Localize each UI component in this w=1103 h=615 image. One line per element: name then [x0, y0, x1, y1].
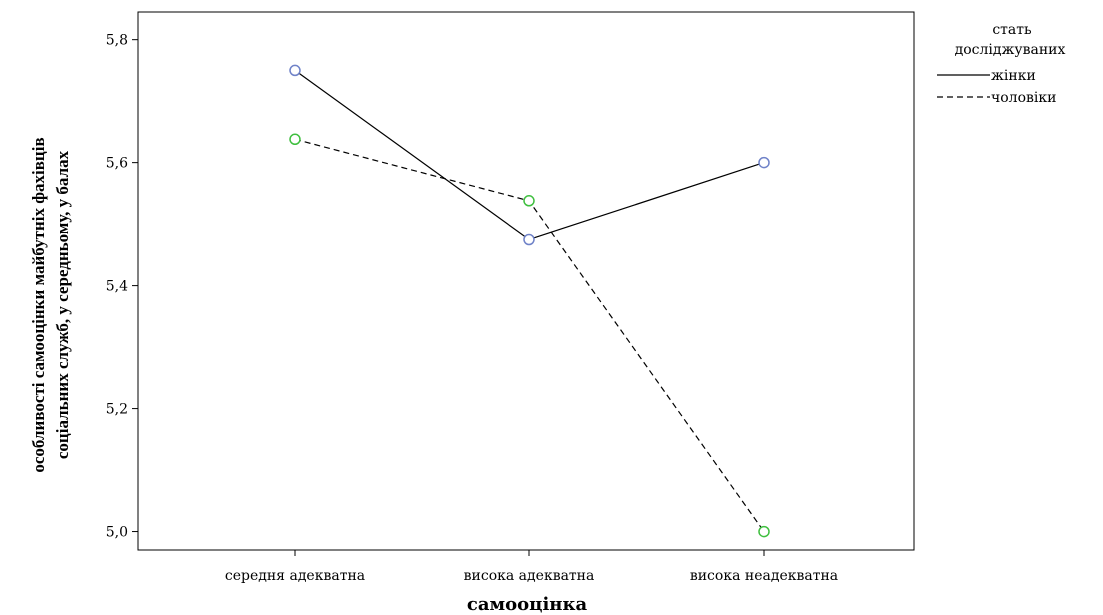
legend-label-series-2: чоловіки — [991, 90, 1056, 106]
series-1-point — [758, 156, 770, 169]
legend-title-line-2: досліджуваних — [955, 42, 1066, 58]
series-1-point — [523, 233, 535, 246]
x-axis-title: самооцінка — [467, 594, 588, 615]
legend-title-line-1: стать — [992, 22, 1032, 38]
legend: стать досліджуваних жінки чоловіки — [937, 22, 1065, 106]
y-axis-title-line-2: соціальних служб, у середньому, у балах — [53, 150, 72, 459]
legend-label-series-1: жінки — [991, 68, 1036, 84]
y-tick-label: 5,8 — [106, 33, 128, 49]
y-axis-ticks: 5,0 5,2 5,4 5,6 5,8 — [106, 33, 138, 541]
y-tick-label: 5,2 — [106, 402, 128, 418]
x-tick-label: висока адекватна — [464, 568, 595, 584]
x-tick-label: висока неадекватна — [690, 568, 838, 584]
x-axis-ticks: середня адекватна висока адекватна висока … — [225, 550, 838, 584]
y-tick-label: 5,6 — [106, 156, 128, 172]
y-tick-label: 5,4 — [106, 279, 128, 295]
plot-area — [137, 11, 915, 551]
series-2-point — [523, 195, 535, 207]
series-layer — [289, 64, 770, 538]
series-2-point — [758, 525, 770, 538]
x-tick-label: середня адекватна — [225, 568, 365, 584]
y-axis-title-line-1: особливості самооцінки майбутніх фахівці… — [29, 137, 48, 472]
series-1-point — [289, 64, 301, 77]
y-axis-title: особливості самооцінки майбутніх фахівці… — [29, 137, 72, 472]
y-tick-label: 5,0 — [106, 525, 128, 541]
series-2-point — [289, 133, 301, 146]
